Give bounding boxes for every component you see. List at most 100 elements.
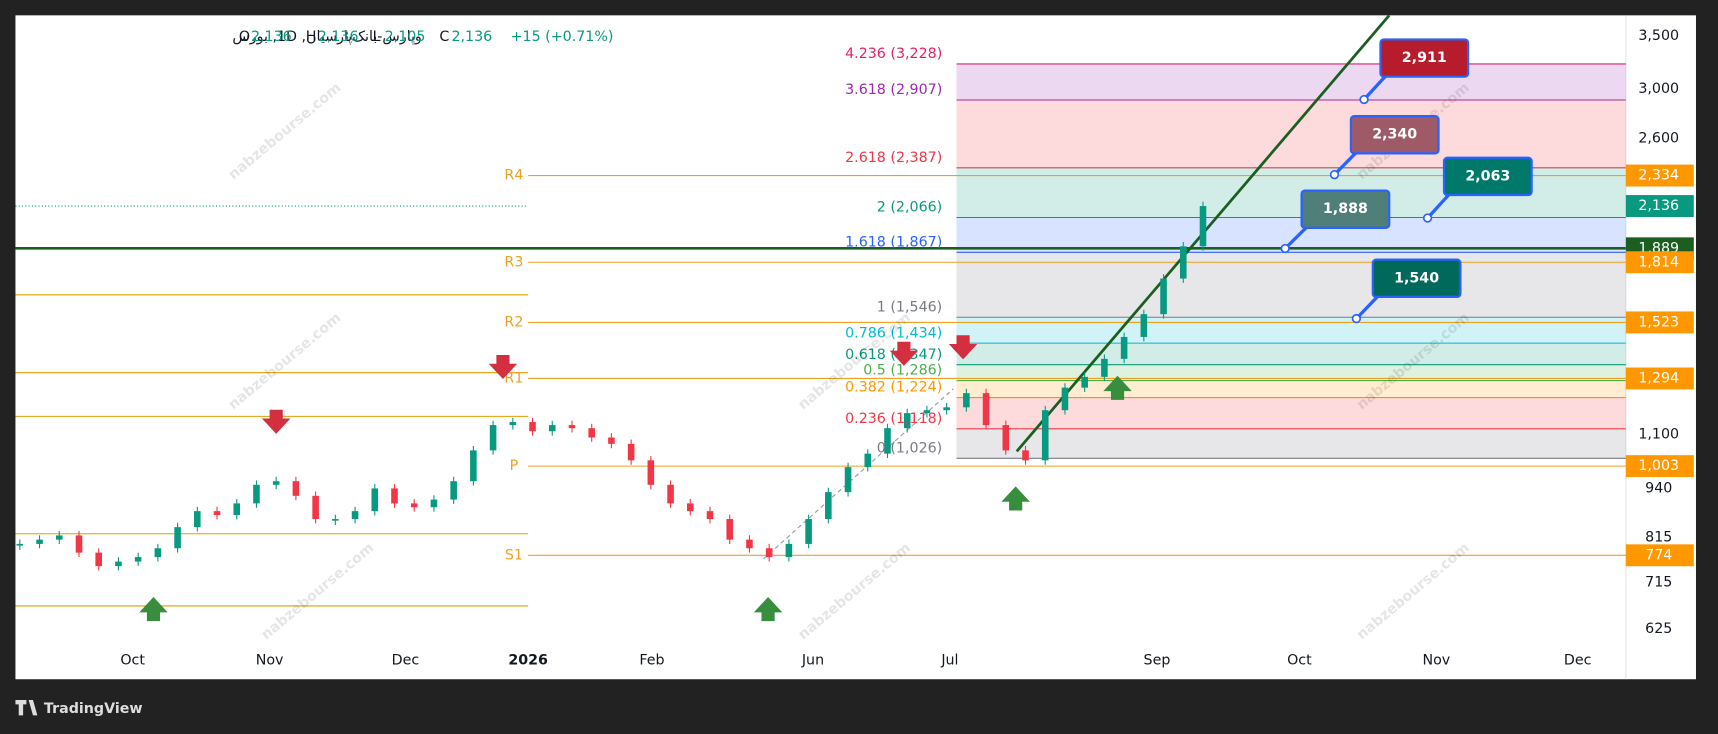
sell-arrow bbox=[488, 354, 518, 380]
fib-zone bbox=[956, 317, 1626, 344]
candle bbox=[765, 548, 773, 558]
price-label: 774 bbox=[1645, 547, 1672, 563]
y-tick-label: 815 bbox=[1645, 530, 1672, 546]
callout-stem bbox=[1426, 191, 1452, 220]
candle bbox=[470, 450, 477, 482]
callout-label: 2,911 bbox=[1402, 50, 1447, 66]
buy-arrow bbox=[1103, 375, 1132, 400]
candle bbox=[627, 443, 635, 461]
x-tick-label: Sep bbox=[1144, 653, 1171, 669]
y-tick-label: 2,600 bbox=[1638, 130, 1679, 146]
candle bbox=[1101, 358, 1108, 377]
price-label-box bbox=[1625, 544, 1694, 567]
candle bbox=[785, 543, 793, 558]
candle bbox=[1041, 410, 1049, 461]
candle bbox=[687, 503, 694, 512]
ohlc-value: 2,136 bbox=[251, 29, 292, 45]
ohlc-key: H bbox=[306, 29, 317, 45]
candle bbox=[95, 552, 102, 567]
candle bbox=[134, 557, 142, 562]
ohlc-value: 2,136 bbox=[451, 29, 492, 45]
candle bbox=[194, 511, 201, 528]
candle bbox=[1061, 387, 1069, 411]
callout-anchor bbox=[1422, 213, 1433, 223]
candle bbox=[568, 425, 576, 429]
candle bbox=[410, 503, 418, 508]
candle bbox=[529, 422, 536, 432]
y-tick-label: 3,000 bbox=[1638, 81, 1679, 97]
candle bbox=[213, 511, 221, 516]
x-tick-label: Feb bbox=[639, 653, 664, 669]
candle bbox=[1140, 314, 1148, 337]
callout-box bbox=[1442, 156, 1533, 197]
x-tick-label: Dec bbox=[1564, 653, 1592, 669]
ohlc-value: 2,136 bbox=[318, 29, 359, 45]
candle bbox=[450, 481, 457, 500]
pivot-label: P bbox=[510, 458, 519, 474]
callout-label: 1,540 bbox=[1394, 270, 1439, 286]
buy-arrow bbox=[753, 597, 783, 622]
candle bbox=[982, 393, 990, 426]
x-tick-label: Dec bbox=[392, 653, 420, 669]
candle bbox=[292, 481, 300, 496]
candle bbox=[1022, 450, 1029, 461]
fib-zone bbox=[956, 63, 1626, 100]
x-tick-label: Oct bbox=[120, 653, 145, 669]
price-label: 1,523 bbox=[1638, 314, 1679, 330]
fib-zone bbox=[956, 99, 1626, 168]
price-label-box bbox=[1625, 311, 1694, 334]
candle bbox=[844, 467, 852, 493]
x-tick-label: Nov bbox=[256, 653, 284, 669]
candle bbox=[963, 393, 970, 408]
price-label-box bbox=[1625, 455, 1694, 478]
fib-zone bbox=[956, 380, 1626, 398]
candle bbox=[351, 511, 359, 520]
fib-label: 0.382 (1,224) bbox=[845, 380, 942, 396]
candle bbox=[233, 503, 241, 516]
price-label: 1,003 bbox=[1638, 458, 1679, 474]
candle bbox=[154, 548, 162, 558]
candle bbox=[884, 428, 891, 454]
price-label-box bbox=[1625, 195, 1694, 217]
fib-label: 3.618 (2,907) bbox=[845, 82, 942, 98]
candle bbox=[55, 535, 63, 540]
sell-arrow bbox=[948, 335, 978, 360]
fib-label: 4.236 (3,228) bbox=[845, 46, 942, 62]
candle bbox=[1002, 425, 1010, 451]
x-tick-label: Jun bbox=[801, 653, 824, 669]
callout-box bbox=[1349, 115, 1440, 155]
candle bbox=[805, 519, 812, 544]
candle bbox=[36, 539, 43, 544]
fib-zone bbox=[956, 343, 1626, 365]
symbol: وپارس-بانک‌پارسیان, 1D, بورس bbox=[232, 29, 421, 45]
ohlc-key: L bbox=[373, 29, 381, 45]
fib-label: 1 (1,546) bbox=[877, 299, 942, 315]
callout-anchor bbox=[1351, 313, 1362, 324]
callout-box bbox=[1300, 189, 1391, 229]
price-label-box bbox=[1625, 367, 1694, 390]
candle bbox=[430, 499, 438, 508]
candle bbox=[903, 413, 911, 429]
pivot-label: R2 bbox=[504, 314, 523, 330]
candle bbox=[272, 481, 280, 485]
buy-arrow bbox=[139, 597, 168, 622]
brand-logo bbox=[15, 700, 38, 716]
candle bbox=[943, 407, 950, 411]
callout-box bbox=[1379, 38, 1470, 78]
candle bbox=[1120, 336, 1128, 359]
price-label-box bbox=[1625, 164, 1694, 187]
fib-label: 2 (2,066) bbox=[877, 200, 942, 216]
sell-arrow bbox=[889, 341, 919, 366]
ohlc-value: 2,105 bbox=[385, 29, 426, 45]
header-bg bbox=[17, 24, 610, 51]
callout-label: 2,340 bbox=[1372, 127, 1417, 143]
x-tick-label: Oct bbox=[1287, 653, 1312, 669]
candle bbox=[864, 453, 872, 468]
candle bbox=[608, 437, 615, 444]
fib-label: 0.786 (1,434) bbox=[845, 325, 942, 341]
price-label-box bbox=[1625, 251, 1694, 274]
fib-zone bbox=[956, 217, 1626, 253]
callout-stem bbox=[1333, 150, 1359, 176]
callout-anchor bbox=[1329, 169, 1340, 180]
